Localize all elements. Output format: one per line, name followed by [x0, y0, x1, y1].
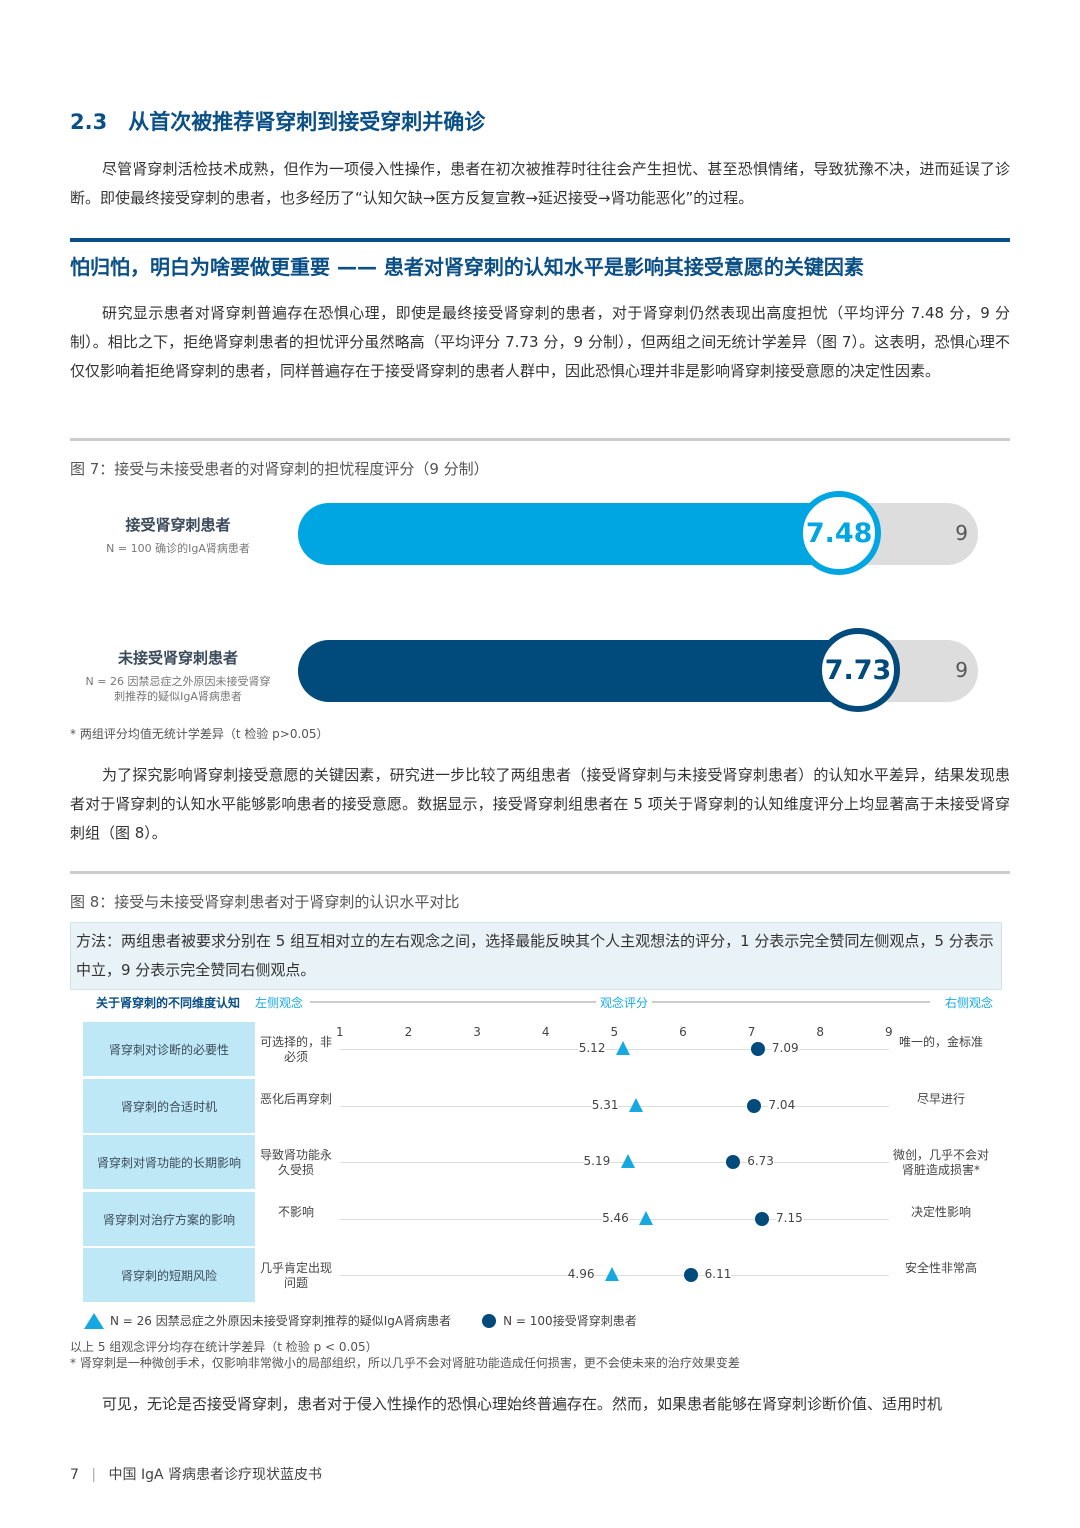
- fig8-title: 图 8：接受与未接受肾穿刺患者对于肾穿刺的认识水平对比: [70, 893, 460, 911]
- circle-value: 7.09: [771, 1041, 799, 1055]
- dimension-label: 肾穿刺的合适时机: [83, 1079, 255, 1133]
- right-header: 右侧观念: [945, 996, 994, 1010]
- circle-icon: [482, 1313, 497, 1328]
- circle-marker: [726, 1155, 741, 1169]
- bar-fill: [298, 640, 883, 702]
- dimension-label: 肾穿刺的短期风险: [83, 1248, 255, 1302]
- right-concept: 微创，几乎不会对肾脏造成损害*: [892, 1148, 989, 1177]
- paragraph-4: 可见，无论是否接受肾穿刺，患者对于侵入性操作的恐惧心理始终普遍存在。然而，如果患…: [102, 1395, 943, 1413]
- highlight-title: 怕归怕，明白为啥要做更重要 —— 患者对肾穿刺的认知水平是影响其接受意愿的关键因…: [70, 255, 864, 279]
- dimension-label: 肾穿刺对诊断的必要性: [83, 1022, 255, 1076]
- circle-value: 7.04: [768, 1098, 796, 1112]
- dimension-label: 肾穿刺对肾功能的长期影响: [83, 1135, 255, 1189]
- triangle-value: 5.12: [578, 1041, 606, 1055]
- circle-value: 7.15: [776, 1211, 803, 1225]
- footer: 7 | 中国 IgA 肾病患者诊疗现状蓝皮书: [70, 1467, 323, 1483]
- group-name: 未接受肾穿刺患者: [117, 649, 238, 667]
- triangle-value: 4.96: [567, 1267, 595, 1281]
- fig8-method: 方法：两组患者被要求分别在 5 组互相对立的左右观念之间，选择最能反映其个人主观…: [70, 922, 1002, 990]
- right-concept: 唯一的，金标准: [898, 1035, 983, 1049]
- value-badge: 7.48: [797, 491, 882, 575]
- bar-not-accepted: 7.73 9: [298, 628, 978, 712]
- left-concept: 导致肾功能永久受损: [259, 1148, 332, 1177]
- section-paragraph: 尽管肾穿刺活检技术成熟，但作为一项侵入性操作，患者在初次被推荐时往往会产生担忧、…: [70, 160, 1010, 207]
- paragraph-3: 为了探究影响肾穿刺接受意愿的关键因素，研究进一步比较了两组患者（接受肾穿刺与未接…: [70, 766, 1010, 842]
- legend-label: N = 26 因禁忌症之外原因未接受肾穿刺推荐的疑似IgA肾病患者: [110, 1314, 452, 1328]
- tick-label: 9: [885, 1025, 893, 1039]
- circle-marker: [750, 1042, 765, 1056]
- footer-title: 中国 IgA 肾病患者诊疗现状蓝皮书: [108, 1467, 323, 1483]
- tick-label: 4: [541, 1025, 550, 1039]
- value-badge: 7.73: [816, 628, 901, 712]
- bar-accepted: 7.48 9: [298, 491, 978, 575]
- triangle-marker: [639, 1211, 654, 1225]
- fig8-footnote: * 肾穿刺是一种微创手术，仅影响非常微小的局部组织，所以几乎不会对肾脏功能造成任…: [70, 1356, 740, 1370]
- group-sub: N = 100 确诊的IgA肾病患者: [106, 542, 250, 555]
- legend: N = 26 因禁忌症之外原因未接受肾穿刺推荐的疑似IgA肾病患者 N = 10…: [84, 1312, 637, 1329]
- divider: [70, 438, 1010, 441]
- divider: [70, 871, 1010, 874]
- max-label: 9: [955, 658, 968, 682]
- bar-fill: [298, 503, 864, 565]
- section-title: 2.3 从首次被推荐肾穿刺到接受穿刺并确诊: [70, 110, 486, 134]
- left-concept: 可选择的，非必须: [259, 1035, 332, 1064]
- left-concept: 几乎肯定出现问题: [259, 1261, 332, 1290]
- left-header: 左侧观念: [255, 996, 304, 1010]
- group-label-not-accepted: 未接受肾穿刺患者 N = 26 因禁忌症之外原因未接受肾穿刺推荐的疑似IgA肾病…: [68, 647, 288, 704]
- triangle-icon: [84, 1312, 104, 1329]
- dimension-header: 关于肾穿刺的不同维度认知: [96, 996, 241, 1010]
- fig7-title: 图 7：接受与未接受患者的对肾穿刺的担忧程度评分（9 分制）: [70, 460, 489, 478]
- tick-label: 8: [816, 1025, 825, 1039]
- circle-value: 6.11: [704, 1267, 732, 1281]
- triangle-marker: [628, 1098, 643, 1112]
- triangle-marker: [620, 1154, 635, 1168]
- tick-label: 5: [610, 1025, 619, 1039]
- triangle-value: 5.46: [602, 1211, 629, 1225]
- tick-label: 1: [336, 1025, 344, 1039]
- left-concept: 恶化后再穿刺: [259, 1092, 332, 1106]
- divider: [70, 238, 1010, 242]
- row-line: [340, 1049, 889, 1050]
- fig7-note: * 两组评分均值无统计学差异（t 检验 p>0.05）: [70, 727, 329, 741]
- right-concept: 尽早进行: [916, 1092, 965, 1106]
- triangle-value: 5.31: [591, 1098, 619, 1112]
- dimension-label: 肾穿刺对治疗方案的影响: [83, 1192, 255, 1246]
- tick-label: 3: [473, 1025, 481, 1039]
- circle-marker: [755, 1212, 770, 1226]
- tick-label: 6: [679, 1025, 687, 1039]
- tick-label: 7: [747, 1025, 756, 1039]
- triangle-value: 5.19: [583, 1154, 611, 1168]
- left-concept: 不影响: [277, 1205, 314, 1219]
- highlight-paragraph: 研究显示患者对肾穿刺普遍存在恐惧心理，即使是最终接受肾穿刺的患者，对于肾穿刺仍然…: [70, 304, 1010, 380]
- circle-marker: [747, 1099, 762, 1113]
- right-concept: 决定性影响: [910, 1205, 971, 1219]
- triangle-marker: [604, 1267, 619, 1281]
- circle-value: 6.73: [747, 1154, 774, 1168]
- row-line: [340, 1162, 889, 1163]
- triangle-marker: [615, 1041, 630, 1055]
- max-label: 9: [955, 521, 968, 545]
- tick-label: 2: [404, 1025, 413, 1039]
- page-number: 7: [70, 1467, 79, 1483]
- group-sub: N = 26 因禁忌症之外原因未接受肾穿刺推荐的疑似IgA肾病患者: [85, 675, 271, 703]
- group-name: 接受肾穿刺患者: [125, 516, 231, 534]
- group-label-accepted: 接受肾穿刺患者 N = 100 确诊的IgA肾病患者: [68, 514, 288, 556]
- right-concept: 安全性非常高: [904, 1261, 977, 1275]
- axis-header: 观念评分: [596, 994, 653, 1011]
- circle-marker: [683, 1268, 698, 1282]
- legend-label: N = 100接受肾穿刺患者: [503, 1314, 637, 1328]
- fig8-note: 以上 5 组观念评分均存在统计学差异（t 检验 p < 0.05）: [70, 1340, 378, 1354]
